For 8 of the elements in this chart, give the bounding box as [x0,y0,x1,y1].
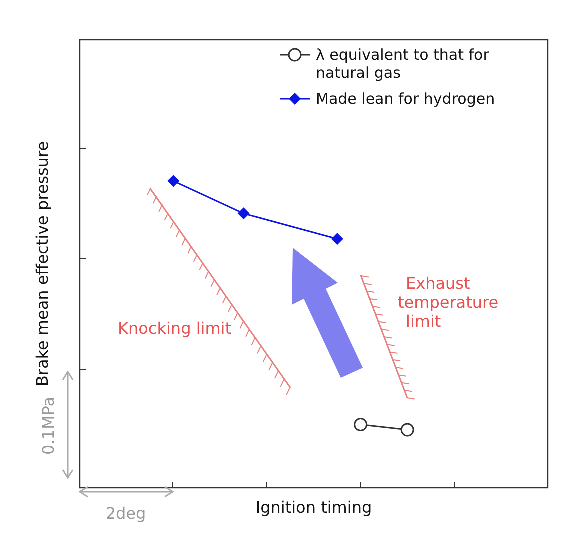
text: 0.1MPa [39,397,58,455]
legend-label: Exhaust temperature limit [398,274,499,331]
legend-label: λ equivalent to that for natural gas [316,46,490,82]
x-axis-title: Ignition timing [256,498,372,517]
y-axis-title: Brake mean effective pressure [33,141,52,387]
series-label: Knocking limit [118,319,232,338]
text: 2deg [106,504,146,523]
legend-label: Made lean for hydrogen [316,90,496,108]
